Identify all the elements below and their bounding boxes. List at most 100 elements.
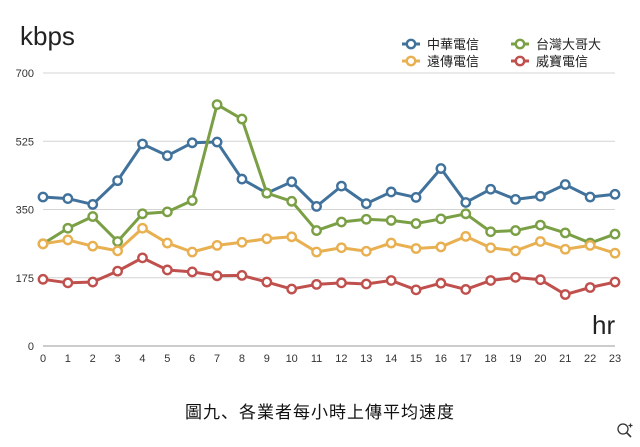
x-tick-label: 7 [214,353,220,365]
data-point [360,213,372,225]
x-tick-label: 9 [264,353,270,365]
data-point [336,242,347,254]
data-point [137,138,148,150]
series-line [42,256,616,297]
data-point [410,192,422,203]
y-tick-label: 175 [16,273,34,285]
y-tick-label: 350 [16,205,34,217]
zoom-in-icon[interactable] [616,422,634,440]
x-tick-label: 23 [609,353,621,365]
series-4 [37,252,621,300]
data-point [236,270,248,281]
data-point [112,175,124,187]
data-point [534,274,546,286]
legend-item: 威寶電信 [511,54,588,70]
data-point [360,198,372,210]
x-tick-label: 5 [164,353,170,365]
data-point [360,278,372,290]
x-tick-label: 11 [311,353,322,365]
data-point [236,113,248,125]
data-point [311,246,322,258]
x-tick-label: 14 [385,353,397,365]
data-point [410,218,422,229]
data-point [609,188,621,200]
series-line [42,140,616,208]
data-point [559,243,571,255]
data-point [559,227,571,239]
data-point [460,284,472,295]
data-point [336,216,347,228]
data-point [336,277,347,289]
data-point [510,225,521,236]
x-tick-label: 20 [534,353,546,365]
data-point [460,197,472,208]
data-point [186,137,198,149]
series-2 [37,99,621,250]
data-point [186,195,198,206]
x-tick-label: 2 [90,353,96,365]
data-point [485,275,497,286]
series-line [42,103,616,246]
x-tick-label: 0 [40,353,46,365]
data-point [534,219,546,231]
data-point [286,176,298,188]
figure-caption: 圖九、各業者每小時上傳平均速度 [185,403,455,423]
y-axis-unit: kbps [20,21,75,51]
data-point [435,277,447,289]
series-3 [37,222,621,259]
data-point [534,236,546,247]
data-point [410,243,422,254]
x-tick-label: 18 [485,353,497,365]
data-point [485,226,497,238]
data-point [584,282,596,293]
x-tick-label: 13 [360,353,372,365]
data-point [137,222,148,234]
legend-item: 中華電信 [402,38,479,53]
data-point [534,190,546,202]
data-point [87,199,99,210]
data-point [236,173,248,185]
data-point [87,240,99,252]
data-point [286,195,298,207]
x-axis-unit: hr [592,310,615,340]
data-point [186,246,198,258]
data-point [460,231,472,242]
data-point [510,245,521,257]
x-tick-label: 6 [189,353,195,365]
x-tick-label: 12 [335,353,347,365]
data-point [137,208,148,220]
legend-label: 中華電信 [427,38,479,53]
x-tick-label: 15 [410,353,422,365]
data-point [584,191,596,203]
data-point [211,99,223,110]
x-tick-label: 4 [139,353,145,365]
series-line [42,226,616,255]
y-tick-labels: 0 175 350 525 700 [16,68,34,353]
data-point [236,236,248,248]
data-point [286,283,298,295]
legend-marker [514,38,526,50]
data-point [161,150,173,162]
data-point [62,222,74,234]
data-point [37,191,49,203]
data-point [37,238,49,250]
data-point [161,264,173,276]
legend-item: 台灣大哥大 [511,38,601,53]
data-point [609,276,621,288]
gridlines [43,72,615,347]
data-point [336,180,347,192]
data-point [261,187,273,199]
data-point [609,247,621,259]
data-point [161,206,173,218]
data-point [161,237,173,249]
y-tick-label: 0 [28,341,34,353]
data-point [311,200,322,212]
data-point [609,228,621,240]
data-point [186,266,198,278]
data-point [435,163,447,174]
data-point [385,237,397,249]
legend-item: 遠傳電信 [402,55,479,70]
data-point [311,278,322,290]
data-point [286,231,298,243]
data-point [62,193,74,204]
